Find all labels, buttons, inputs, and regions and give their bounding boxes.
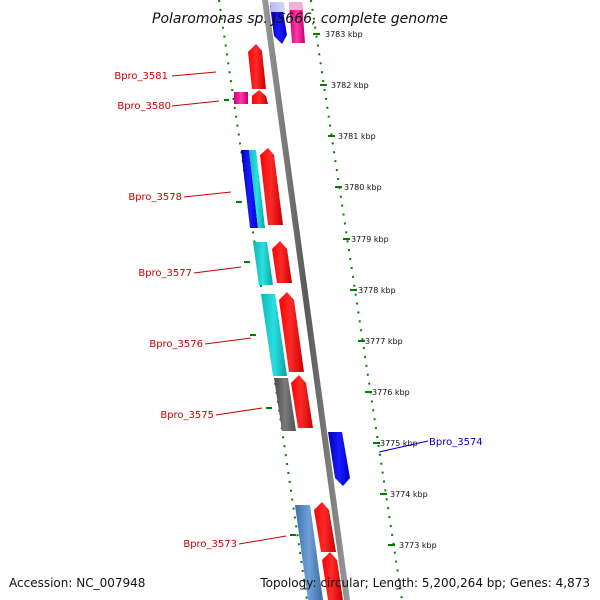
map-title: Polaromonas sp. JS666, complete genome [152, 11, 448, 27]
gene-box [270, 2, 285, 12]
scale-label: 3776 kbp [372, 388, 410, 397]
scale-labels: 3783 kbp 3782 kbp 3781 kbp 3780 kbp 3779… [325, 30, 437, 550]
gene-label[interactable]: Bpro_3573 [183, 539, 237, 550]
gene-box [241, 150, 258, 228]
scale-label: 3775 kbp [380, 439, 418, 448]
gene-box [253, 242, 273, 285]
gene-arrow [291, 375, 313, 428]
gene-box [289, 2, 305, 43]
scale-label: 3774 kbp [390, 490, 428, 499]
scale-label: 3782 kbp [331, 81, 369, 90]
gene-box [295, 505, 323, 600]
track-boundary-left [218, 0, 308, 600]
gene-label[interactable]: Bpro_3577 [138, 268, 192, 279]
scale-ticks [313, 33, 395, 546]
gene-box [249, 150, 265, 228]
gene-features [234, 2, 350, 600]
accession-text: Accession: NC_007948 [9, 576, 145, 590]
gene-box [289, 2, 302, 10]
gene-arrow [270, 5, 287, 44]
gene-box [261, 294, 287, 376]
gene-label[interactable]: Bpro_3581 [114, 71, 168, 82]
gene-arrow [314, 502, 336, 552]
gene-arrow [328, 432, 350, 486]
gene-box [234, 92, 248, 104]
left-ticks [224, 99, 296, 536]
scale-label: 3781 kbp [338, 132, 376, 141]
scale-label: 3779 kbp [351, 235, 389, 244]
gene-arrow [322, 552, 343, 600]
gene-arrow [272, 241, 292, 283]
gene-box [274, 378, 296, 431]
scale-label: 3783 kbp [325, 30, 363, 39]
topology-text: Topology: circular; Length: 5,200,264 bp… [259, 576, 590, 590]
genome-backbone [262, 0, 350, 600]
scale-label: 3777 kbp [365, 337, 403, 346]
gene-label[interactable]: Bpro_3580 [117, 101, 171, 112]
label-leaders [171, 71, 429, 545]
gene-arrow [252, 90, 268, 104]
scale-label: 3773 kbp [399, 541, 437, 550]
gene-arrow [279, 292, 304, 372]
gene-label[interactable]: Bpro_3574 [429, 437, 483, 448]
scale-label: 3780 kbp [344, 183, 382, 192]
gene-label[interactable]: Bpro_3575 [160, 410, 214, 421]
track-boundary-right [310, 0, 403, 600]
gene-arrow [248, 44, 266, 89]
gene-labels: Bpro_3581 Bpro_3580 Bpro_3578 Bpro_3577 … [114, 71, 482, 550]
gene-label[interactable]: Bpro_3578 [128, 192, 182, 203]
gene-label[interactable]: Bpro_3576 [149, 339, 203, 350]
scale-label: 3778 kbp [358, 286, 396, 295]
gene-arrow [260, 148, 283, 225]
